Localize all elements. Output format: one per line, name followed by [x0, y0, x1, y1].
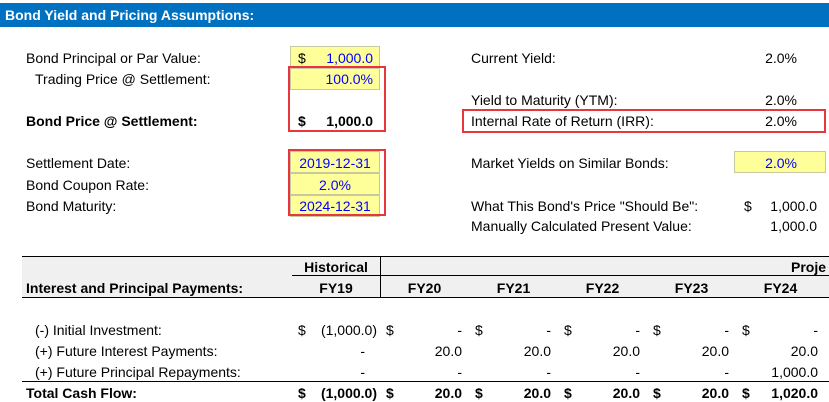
table-cell-value: - [546, 322, 551, 338]
table-cell-value: - [457, 364, 462, 380]
table-cell-value: 1,020.0 [771, 385, 818, 401]
table-cell-value: - [724, 364, 729, 380]
header-bottom-border [22, 297, 829, 298]
maturity-label: Bond Maturity: [26, 198, 117, 214]
table-cell-value: - [457, 322, 462, 338]
table-top-border [22, 256, 829, 257]
year-header: FY21 [496, 280, 531, 296]
table-cell-value: - [635, 364, 640, 380]
table-cell-value: (1,000.0) [320, 385, 377, 401]
maturity-input-cell[interactable] [290, 195, 380, 217]
row-label-total-cash-flow: Total Cash Flow: [26, 385, 137, 401]
should-be-currency: $ [744, 198, 752, 214]
projected-header: Proje [791, 259, 827, 275]
row-label-initial-investment: (-) Initial Investment: [35, 322, 162, 338]
trading-price-value[interactable]: 100.0% [325, 71, 373, 87]
table-cell-currency: $ [742, 322, 750, 338]
year-header: FY24 [763, 280, 798, 296]
table-cell-currency: $ [298, 385, 306, 401]
irr-label: Internal Rate of Return (IRR): [471, 113, 654, 129]
coupon-rate-value[interactable]: 2.0% [319, 177, 351, 193]
row-label-principal-repayments: (+) Future Principal Repayments: [35, 364, 241, 380]
year-header: FY22 [585, 280, 620, 296]
table-cell-value: 20.0 [523, 343, 551, 359]
historical-projected-divider [380, 256, 381, 297]
year-header: FY20 [407, 280, 442, 296]
manual-pv-value: 1,000.0 [770, 218, 817, 234]
market-yield-input-cell[interactable] [734, 151, 826, 173]
table-cell-value: 20.0 [701, 343, 729, 359]
table-cell-currency: $ [564, 385, 572, 401]
table-cell-currency: $ [386, 322, 394, 338]
principal-value[interactable]: 1,000.0 [326, 50, 373, 66]
current-yield-value: 2.0% [765, 50, 797, 66]
trading-price-highlight [288, 66, 386, 132]
year-header: FY23 [674, 280, 709, 296]
trading-price-input-cell[interactable] [290, 68, 380, 90]
irr-highlight [462, 109, 826, 133]
table-cell-value: 1,000.0 [771, 364, 818, 380]
table-cell-value: - [813, 322, 818, 338]
table-cell-currency: $ [742, 385, 750, 401]
table-cell-value: - [360, 364, 365, 380]
table-cell-value: 20.0 [434, 385, 462, 401]
section-title-bar: Bond Yield and Pricing Assumptions: [0, 3, 829, 27]
row-label-interest-payments: (+) Future Interest Payments: [35, 343, 218, 359]
current-yield-label: Current Yield: [471, 50, 556, 66]
market-yield-value[interactable]: 2.0% [765, 155, 797, 171]
table-cell-currency: $ [653, 385, 661, 401]
irr-value: 2.0% [765, 113, 797, 129]
bond-price-label: Bond Price @ Settlement: [26, 113, 198, 129]
table-cell-currency: $ [386, 385, 394, 401]
table-cell-value: 20.0 [790, 343, 818, 359]
table-cell-value: - [360, 343, 365, 359]
table-cell-value: (1,000.0) [320, 322, 377, 338]
table-cell-value: - [546, 364, 551, 380]
bond-price-currency: $ [298, 113, 306, 129]
total-top-border [22, 381, 829, 382]
table-cell-value: 20.0 [701, 385, 729, 401]
ytm-label: Yield to Maturity (YTM): [471, 92, 618, 108]
principal-label: Bond Principal or Par Value: [26, 50, 201, 66]
ytm-value: 2.0% [765, 92, 797, 108]
settlement-date-input-cell[interactable] [290, 151, 380, 173]
table-cell-value: - [635, 322, 640, 338]
table-cell-currency: $ [475, 385, 483, 401]
maturity-value[interactable]: 2024-12-31 [299, 198, 371, 214]
year-header: FY19 [319, 280, 353, 296]
coupon-rate-input-cell[interactable] [290, 173, 380, 195]
settlement-date-label: Settlement Date: [26, 155, 131, 171]
table-cell-value: 20.0 [612, 385, 640, 401]
coupon-rate-label: Bond Coupon Rate: [26, 177, 149, 193]
trading-price-label: Trading Price @ Settlement: [35, 71, 211, 87]
header-divider [292, 275, 829, 276]
table-cell-value: 20.0 [434, 343, 462, 359]
principal-currency: $ [298, 50, 306, 66]
bond-price-value: 1,000.0 [326, 113, 373, 129]
table-cell-currency: $ [475, 322, 483, 338]
table-header-background [22, 257, 829, 297]
should-be-value: 1,000.0 [770, 198, 817, 214]
historical-header: Historical [304, 259, 368, 275]
payments-section-label: Interest and Principal Payments: [26, 280, 244, 296]
section-title: Bond Yield and Pricing Assumptions: [5, 7, 255, 23]
table-cell-value: - [724, 322, 729, 338]
settlement-date-value[interactable]: 2019-12-31 [299, 155, 371, 171]
table-cell-currency: $ [653, 322, 661, 338]
should-be-label: What This Bond's Price "Should Be": [471, 198, 699, 214]
market-yield-label: Market Yields on Similar Bonds: [471, 155, 669, 171]
manual-pv-label: Manually Calculated Present Value: [471, 218, 692, 234]
date-rate-highlight [288, 149, 386, 216]
table-cell-currency: $ [298, 322, 306, 338]
table-cell-value: 20.0 [523, 385, 551, 401]
table-cell-currency: $ [564, 322, 572, 338]
table-cell-value: 20.0 [612, 343, 640, 359]
